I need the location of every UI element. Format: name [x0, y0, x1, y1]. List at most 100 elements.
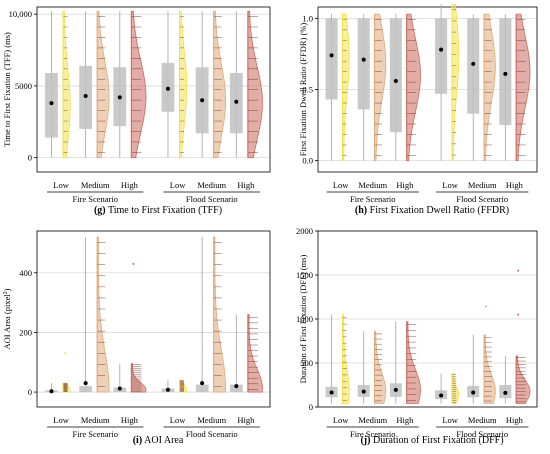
y-tick-label: 200 [19, 327, 32, 337]
x-group-label: Fire Scenario [72, 429, 118, 439]
chart-panel-aoi: 0 200 400 AOI Area (pixel2) Low Medium High Low… [2, 230, 271, 446]
box-iqr [45, 73, 58, 138]
y-axis-label-end: ) [2, 288, 12, 291]
x-category-label: Low [53, 180, 69, 190]
x-group-label: Flood Scenario [186, 429, 238, 439]
y-tick-label: 5000 [15, 81, 32, 91]
caption-letter: (g) [94, 205, 106, 216]
violin-cloud [247, 314, 263, 393]
x-group-label: Flood Scenario [456, 429, 508, 439]
mean-point [200, 98, 205, 103]
box-iqr [79, 386, 93, 393]
caption-text: AOI Area [144, 435, 184, 446]
box-iqr [435, 18, 448, 94]
plot-frame [36, 6, 271, 173]
violin-cloud [213, 10, 227, 159]
violin-cloud [96, 10, 110, 159]
y-axis-label: Duration of First Fixation (DFF) (ms) [298, 254, 308, 383]
y-tick-label: 1000 [296, 314, 313, 324]
violin-cloud [451, 3, 460, 162]
x-category-label: High [237, 180, 255, 190]
box-iqr [195, 384, 209, 393]
panel-caption: (j) Duration of First Fixation (DFF) [360, 435, 503, 446]
x-category-label: Medium [197, 180, 226, 190]
panel-caption: (g) Time to First Fixation (TFF) [94, 205, 222, 216]
x-category-label: Medium [197, 415, 226, 425]
y-tick-label: 10,000 [9, 9, 32, 19]
x-category-label: High [237, 415, 255, 425]
x-category-label: Low [333, 180, 349, 190]
violin-cloud [451, 373, 460, 404]
violin-cloud [62, 10, 71, 159]
caption-letter: (h) [355, 205, 367, 216]
x-category-label: Medium [468, 180, 497, 190]
outlier-point [485, 305, 488, 308]
violin-cloud [96, 236, 110, 393]
outlier-point [517, 269, 520, 272]
chart-panel-dff: 0 500 1000 1500 2000 Duration of First Fixati… [296, 226, 538, 446]
mean-point [234, 384, 239, 389]
caption-letter: (j) [360, 435, 370, 446]
x-category-label: Low [442, 180, 458, 190]
mean-point [439, 47, 444, 52]
caption-text: First Fixation Dwell Ratio (FFDR) [370, 205, 509, 216]
mean-point [83, 93, 88, 98]
x-category-label: Medium [358, 415, 387, 425]
mean-point [329, 53, 334, 58]
x-group-label: Flood Scenario [186, 194, 238, 204]
x-category-label: High [396, 415, 414, 425]
mean-point [117, 95, 122, 100]
y-tick-label: 400 [19, 268, 32, 278]
mean-point [361, 57, 366, 62]
panel-caption: (h) First Fixation Dwell Ratio (FFDR) [355, 205, 509, 216]
mean-point [234, 99, 239, 104]
box-iqr [467, 18, 480, 114]
box-iqr [325, 18, 338, 100]
x-category-label: High [506, 415, 524, 425]
box-iqr [499, 18, 512, 126]
x-category-label: Low [170, 415, 186, 425]
x-category-label: Low [170, 180, 186, 190]
y-tick-label: 500 [300, 358, 313, 368]
violin-cloud [179, 10, 188, 159]
mean-point [503, 71, 508, 76]
x-category-label: Medium [81, 180, 110, 190]
mean-point [165, 86, 170, 91]
x-category-label: High [121, 180, 139, 190]
violin-cloud [374, 330, 387, 404]
violin-cloud [130, 363, 147, 393]
mean-point [200, 381, 205, 386]
mean-point [165, 387, 170, 392]
mean-point [117, 386, 122, 391]
mean-point [393, 78, 398, 83]
x-category-label: Medium [468, 415, 497, 425]
x-category-label: Medium [358, 180, 387, 190]
y-axis-label: AOI Area (pixel2) [2, 288, 12, 349]
x-category-label: High [506, 180, 524, 190]
mean-point [471, 390, 476, 395]
chart-panel-tff: 0 5000 10,000 Time to First Fixation (TFF) … [2, 6, 271, 216]
caption-letter: (i) [133, 435, 142, 446]
caption-text: Time to First Fixation (TFF) [108, 205, 222, 216]
violin-cloud [342, 13, 350, 162]
y-tick-label: 0.0 [302, 156, 313, 166]
y-tick-label: 0.5 [302, 85, 313, 95]
box-iqr [357, 18, 370, 110]
mean-point [361, 389, 366, 394]
violin-cloud [406, 321, 421, 404]
mean-point [393, 387, 398, 392]
x-category-label: Medium [81, 415, 110, 425]
x-group-label: Fire Scenario [72, 194, 118, 204]
mean-point [471, 61, 476, 66]
caption-text: Duration of First Fixation (DFF) [373, 435, 504, 446]
x-category-label: High [396, 180, 414, 190]
y-axis-label-sup: 2 [3, 291, 9, 294]
violin-cloud [342, 314, 350, 404]
violin-cloud [374, 13, 387, 162]
mean-point [329, 390, 334, 395]
mean-point [49, 389, 54, 394]
x-group-label: Fire Scenario [350, 429, 396, 439]
x-category-label: Low [333, 415, 349, 425]
